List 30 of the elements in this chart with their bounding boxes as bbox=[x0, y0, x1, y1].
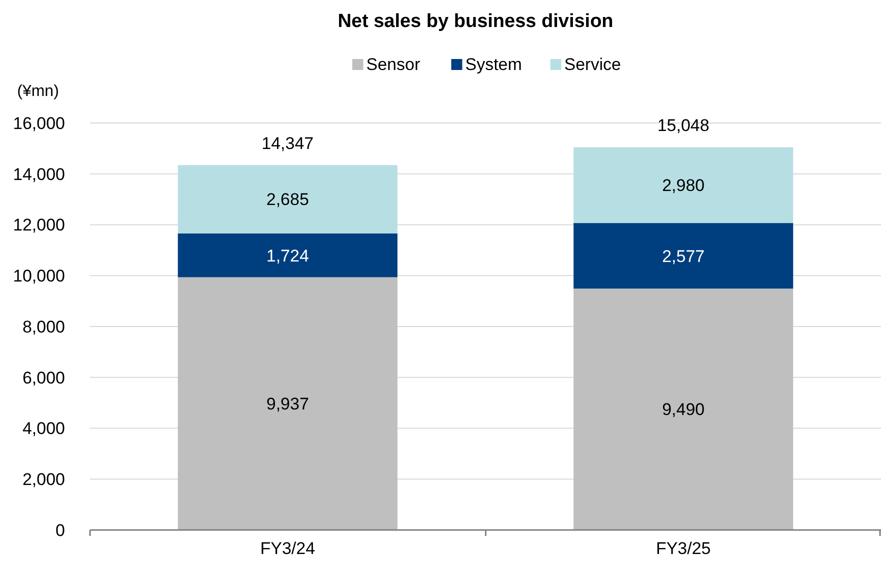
bar bbox=[178, 165, 398, 234]
data-label: 9,490 bbox=[662, 400, 705, 420]
y-tick-label: 10,000 bbox=[13, 266, 65, 286]
total-label: 15,048 bbox=[657, 116, 710, 136]
y-tick-label: 16,000 bbox=[13, 114, 65, 133]
legend-label: Service bbox=[564, 55, 621, 74]
x-tick-label: FY3/25 bbox=[656, 539, 711, 558]
bar bbox=[574, 223, 794, 289]
y-tick-label: 12,000 bbox=[13, 216, 65, 235]
bar bbox=[574, 288, 794, 530]
chart-title: Net sales by business division bbox=[338, 11, 614, 32]
y-tick-label: 0 bbox=[56, 520, 65, 540]
bar bbox=[574, 147, 794, 224]
y-tick-label: 4,000 bbox=[22, 419, 65, 438]
x-tick-label: FY3/24 bbox=[260, 539, 316, 558]
data-label: 9,937 bbox=[266, 394, 309, 414]
data-label: 2,685 bbox=[266, 190, 309, 210]
legend-label: System bbox=[465, 55, 522, 74]
legend-label: Sensor bbox=[366, 55, 420, 74]
y-axis-title: (¥mn) bbox=[17, 83, 59, 100]
data-label: 2,980 bbox=[662, 176, 705, 196]
y-tick-label: 6,000 bbox=[22, 368, 65, 388]
bar bbox=[178, 233, 398, 278]
y-tick-label: 2,000 bbox=[22, 470, 65, 490]
data-label: 2,577 bbox=[662, 246, 705, 266]
total-label: 14,347 bbox=[262, 134, 314, 154]
y-tick-label: 8,000 bbox=[22, 317, 65, 336]
data-label: 1,724 bbox=[266, 246, 309, 266]
y-tick-label: 14,000 bbox=[13, 164, 65, 184]
bar bbox=[178, 277, 398, 530]
